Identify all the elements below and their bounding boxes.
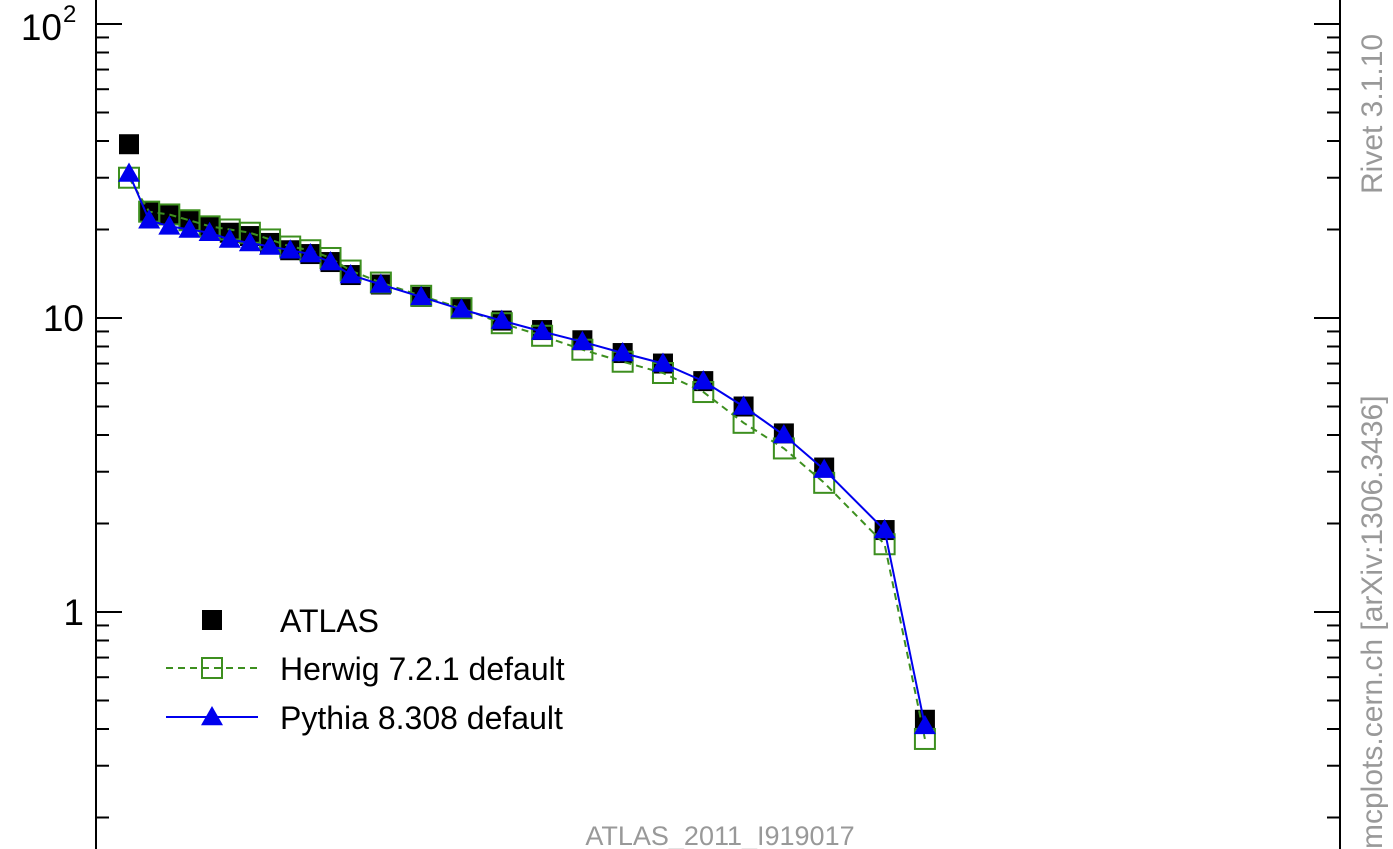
- legend-label: Herwig 7.2.1 default: [280, 651, 565, 687]
- legend-marker: [201, 706, 223, 726]
- data-point: [279, 239, 302, 259]
- data-point: [319, 251, 342, 271]
- data-point: [198, 221, 221, 241]
- data-point: [772, 423, 795, 444]
- legend-marker: [202, 610, 222, 630]
- data-point: [259, 235, 282, 255]
- legend-entry-1: Herwig 7.2.1 default: [166, 651, 565, 687]
- data-point: [531, 320, 554, 340]
- data-point: [158, 215, 181, 235]
- series-line: [128, 177, 926, 740]
- data-point: [651, 352, 674, 372]
- rivet-version: Rivet 3.1.10: [1356, 34, 1389, 194]
- plot-frame: [95, 0, 1341, 849]
- data-point: [138, 209, 161, 229]
- data-point: [732, 395, 755, 415]
- data-point: [873, 519, 896, 539]
- data-point: [119, 134, 139, 155]
- data-point: [238, 231, 261, 252]
- legend: ATLAS Herwig 7.2.1 default Pythia 8.308 de…: [166, 603, 565, 736]
- data-point: [490, 309, 513, 329]
- legend-entry-2: Pythia 8.308 default: [166, 700, 563, 736]
- data-point: [339, 264, 362, 284]
- data-point: [178, 218, 201, 238]
- data-point: [410, 284, 433, 307]
- data-point: [913, 714, 936, 735]
- y-axis-right: [1314, 23, 1340, 819]
- y-tick-label: 1: [63, 592, 84, 633]
- data-point: [410, 285, 433, 306]
- data-point: [369, 273, 392, 293]
- y-tick-label: 10: [43, 298, 84, 339]
- data-point: [299, 243, 322, 263]
- data-point: [571, 330, 594, 351]
- series-layer: [118, 134, 936, 750]
- legend-label: Pythia 8.308 default: [280, 700, 563, 736]
- y-tick-label-exponent: 2: [63, 1, 76, 28]
- side-text: mcplots.cern.ch [arXiv:1306.3436]: [1356, 395, 1389, 849]
- analysis-label: ATLAS_2011_I919017: [585, 821, 854, 849]
- series-line: [128, 173, 926, 727]
- data-point: [450, 297, 473, 320]
- legend-entry-0: ATLAS: [202, 603, 379, 639]
- data-point: [611, 342, 634, 362]
- data-point: [118, 162, 140, 182]
- data-point: [692, 370, 715, 390]
- y-tick-label: 10: [21, 7, 62, 48]
- data-point: [813, 458, 836, 478]
- legend-marker: [201, 657, 223, 679]
- data-point: [218, 228, 241, 248]
- legend-label: ATLAS: [280, 603, 379, 639]
- series-2: [118, 162, 936, 735]
- data-point: [159, 204, 180, 225]
- data-point: [450, 298, 473, 318]
